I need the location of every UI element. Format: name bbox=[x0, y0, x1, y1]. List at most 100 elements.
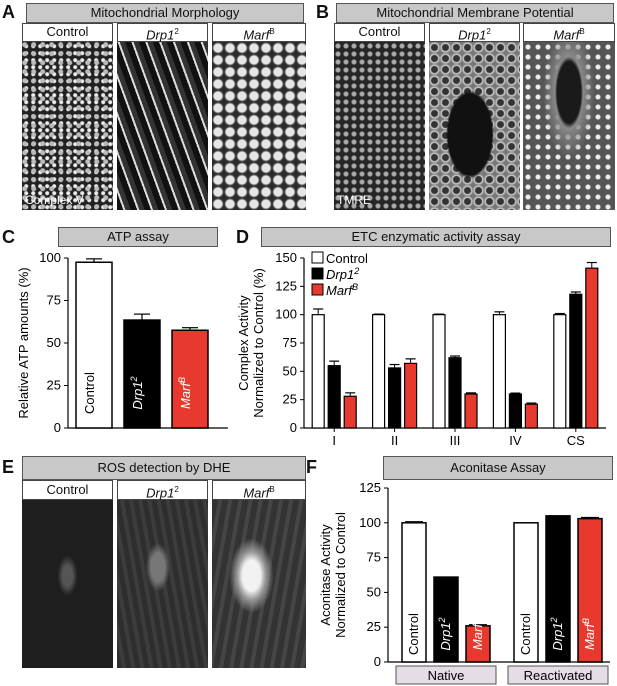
panel-a-col-marf: MarfB bbox=[212, 23, 306, 42]
chart-c-ytick-label: 100 bbox=[39, 250, 61, 265]
chart-d-ytick-label: 0 bbox=[290, 420, 297, 435]
chart-d-bar-2-1 bbox=[448, 357, 462, 429]
chart-f-ytick-label: 0 bbox=[374, 654, 381, 669]
panel-label-e: E bbox=[2, 457, 15, 477]
chart-d-bar-1-2 bbox=[404, 362, 418, 429]
chart-d-ytick-label: 50 bbox=[283, 363, 297, 378]
chart-f-bar-0-0 bbox=[401, 522, 427, 663]
chart-f-group-label: Native bbox=[428, 668, 465, 683]
chart-f-bar-label: Drp12 bbox=[549, 617, 565, 650]
chart-c-ytick-label: 50 bbox=[47, 335, 61, 350]
panel-b-col-control: Control bbox=[334, 23, 425, 42]
chart-c-ytick-label: 75 bbox=[47, 293, 61, 308]
panel-b-title: Mitochondrial Membrane Potential bbox=[336, 3, 614, 23]
panel-b-stain-label: TMRE bbox=[337, 193, 371, 207]
chart-d-bar-4-2 bbox=[585, 267, 599, 429]
chart-c-bar-label: Control bbox=[82, 372, 97, 414]
chart-d-bar-4-0 bbox=[553, 314, 567, 429]
chart-c-ytick-label: 0 bbox=[54, 420, 61, 435]
chart-f-bar-0-1 bbox=[433, 576, 459, 663]
chart-f-bar-label: Drp12 bbox=[437, 617, 453, 650]
chart-f-bar-label: MarfB bbox=[581, 618, 597, 650]
chart-d-bar-3-1 bbox=[508, 393, 522, 429]
chart-f-ylabel-line1: Aconitase Activity bbox=[318, 524, 333, 626]
panel-e-image-drp1 bbox=[117, 500, 208, 668]
chart-c-bar-label: Drp12 bbox=[129, 376, 145, 409]
panel-a-image-control: Complex V bbox=[22, 42, 113, 210]
chart-d-bar-3-0 bbox=[492, 314, 506, 429]
chart-d-ytick-label: 125 bbox=[275, 278, 297, 293]
chart-f-svg: 0 25 50 75 100 125 Aconitase Activity Normalize… bbox=[318, 480, 610, 685]
chart-d-ytick-label: 150 bbox=[275, 250, 297, 265]
chart-d-legend-label: Control bbox=[326, 251, 368, 266]
chart-f-ytick-label: 100 bbox=[359, 515, 381, 530]
panel-a-image-marf bbox=[212, 42, 306, 210]
panel-b-col-drp1: Drp12 bbox=[429, 23, 520, 42]
panel-a-image-drp1 bbox=[117, 42, 208, 210]
chart-d-bar-0-1 bbox=[327, 365, 341, 429]
panel-b-col-marf: MarfB bbox=[523, 23, 615, 42]
chart-d-legend-label: Drp12 bbox=[326, 266, 359, 282]
chart-f-group-box bbox=[395, 665, 497, 685]
chart-d-svg: 0 25 50 75 100 125 150 Complex Activity Normaliz… bbox=[236, 250, 606, 448]
chart-d-ytick-label: 100 bbox=[275, 307, 297, 322]
panel-label-c: C bbox=[2, 227, 15, 247]
panel-a-col-control: Control bbox=[22, 23, 113, 42]
chart-f-bar-1-1 bbox=[545, 515, 571, 663]
chart-d-bar-0-0 bbox=[311, 314, 325, 429]
chart-f-bar-label: Control bbox=[406, 613, 421, 655]
chart-c-bar-1 bbox=[123, 319, 161, 429]
chart-c-bar-0 bbox=[75, 261, 113, 429]
chart-d-bar-2-2 bbox=[464, 393, 478, 429]
panel-label-f: F bbox=[306, 457, 317, 477]
chart-c-bar-2 bbox=[171, 329, 209, 429]
chart-c-bar-label: MarfB bbox=[177, 377, 193, 409]
chart-f-bar-1-0 bbox=[513, 522, 539, 663]
panel-label-d: D bbox=[236, 227, 249, 247]
panel-e-col-marf: MarfB bbox=[212, 480, 306, 500]
panel-label-a: A bbox=[2, 2, 15, 22]
chart-d-bar-2-0 bbox=[432, 314, 446, 429]
chart-f-ytick-label: 25 bbox=[367, 619, 381, 634]
chart-d-bar-4-1 bbox=[569, 293, 583, 429]
chart-d-ytick-label: 25 bbox=[283, 392, 297, 407]
chart-f-bar-label: Control bbox=[518, 613, 533, 655]
panel-b-image-drp1 bbox=[429, 42, 520, 210]
chart-d-bar-1-0 bbox=[372, 314, 386, 429]
chart-d-bar-0-2 bbox=[343, 395, 357, 429]
chart-d-xtick-label: CS bbox=[567, 433, 585, 448]
chart-d-legend-swatch bbox=[311, 283, 324, 296]
chart-c-ylabel: Relative ATP amounts (%) bbox=[16, 267, 31, 418]
panel-e-col-drp1: Drp12 bbox=[117, 480, 208, 500]
panel-f-title: Aconitase Assay bbox=[383, 456, 613, 480]
chart-f-bar-0-2 bbox=[465, 625, 491, 663]
panel-a-title: Mitochondrial Morphology bbox=[26, 3, 304, 23]
panel-e-title: ROS detection by DHE bbox=[22, 456, 306, 480]
chart-d-ytick-label: 75 bbox=[283, 335, 297, 350]
chart-d-legend-swatch bbox=[311, 251, 324, 264]
panel-b-image-marf bbox=[523, 42, 615, 210]
panel-e-col-control: Control bbox=[22, 480, 113, 500]
chart-c-ytick-label: 25 bbox=[47, 378, 61, 393]
chart-f-bar-1-2 bbox=[577, 517, 603, 663]
panel-a-col-drp1: Drp12 bbox=[117, 23, 208, 42]
panel-a-stain-label: Complex V bbox=[25, 193, 84, 207]
chart-c-svg: 0 25 50 75 100 Relative ATP amounts (%) Contro… bbox=[16, 250, 228, 435]
panel-b-image-control: TMRE bbox=[334, 42, 425, 210]
chart-d-legend-label: MarfB bbox=[326, 282, 358, 298]
chart-f-ytick-label: 50 bbox=[367, 584, 381, 599]
panel-e-image-control bbox=[22, 500, 113, 668]
chart-d-bar-3-2 bbox=[524, 403, 538, 429]
chart-f-bar-label: MarfB bbox=[469, 618, 485, 650]
chart-f-ylabel-line2: Normalized to Control bbox=[333, 512, 348, 638]
panel-label-b: B bbox=[316, 2, 329, 22]
chart-f-group-label: Reactivated bbox=[524, 668, 593, 683]
chart-d-bar-1-1 bbox=[388, 367, 402, 429]
panel-d-title: ETC enzymatic activity assay bbox=[261, 227, 611, 247]
chart-d-xtick-label: IV bbox=[509, 433, 522, 448]
chart-d-ylabel-line1: Complex Activity bbox=[236, 295, 251, 391]
chart-f-group-box bbox=[507, 665, 609, 685]
chart-d-xtick-label: II bbox=[391, 433, 398, 448]
chart-f-ytick-label: 125 bbox=[359, 480, 381, 495]
panel-c-title: ATP assay bbox=[58, 227, 218, 247]
